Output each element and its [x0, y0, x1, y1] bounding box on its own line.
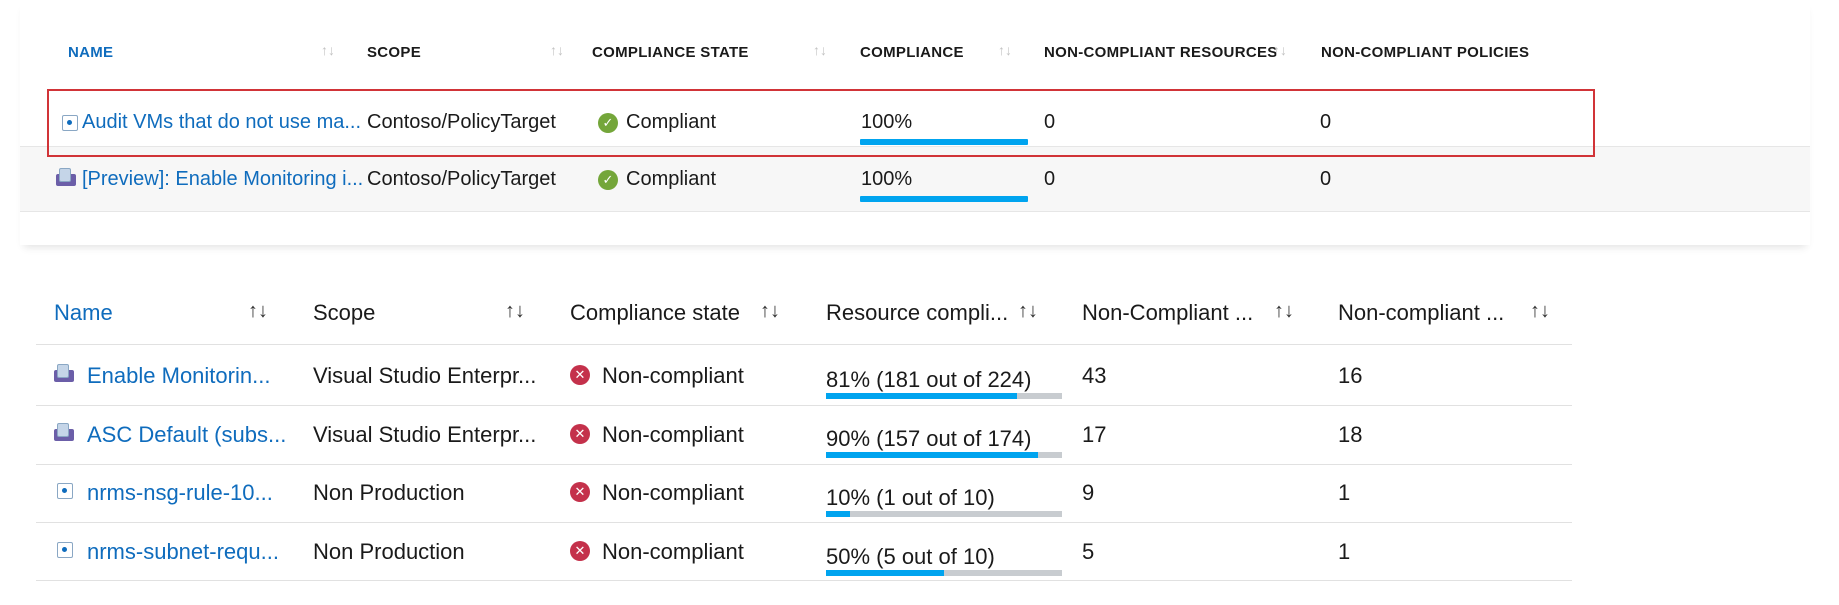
row-divider	[36, 464, 1572, 465]
new-row-non-compliant-resources: 17	[1082, 422, 1107, 447]
selected-row-highlight	[47, 89, 1595, 157]
initiative-icon	[56, 168, 76, 188]
old-sort-resources-icon[interactable]: ↑↓	[1273, 42, 1287, 58]
new-sort-state-icon[interactable]: ↑↓	[760, 300, 780, 322]
new-row-non-compliant-policies: 16	[1338, 363, 1363, 388]
old-row-non-compliant-resources: 0	[1044, 111, 1056, 133]
old-row-state: Compliant	[626, 168, 717, 190]
new-compliance-bar-fill	[826, 393, 1018, 399]
new-header-non-compliant-policies[interactable]: Non-compliant ...	[1338, 300, 1505, 325]
old-header-compliance[interactable]: COMPLIANCE	[860, 44, 964, 61]
new-compliance-bar	[826, 452, 1062, 458]
old-header-name[interactable]: NAME	[68, 44, 114, 61]
new-row-compliance: 50% (5 out of 10)	[826, 544, 995, 569]
old-row-non-compliant-policies: 0	[1320, 168, 1332, 190]
old-header-non-compliant-policies[interactable]: NON-COMPLIANT POLICIES	[1321, 44, 1530, 61]
check-circle-icon: ✓	[598, 170, 618, 190]
old-row-name-link[interactable]: Audit VMs that do not use ma...	[82, 111, 362, 133]
new-row-scope: Non Production	[313, 539, 465, 564]
new-row-state: Non-compliant	[602, 539, 744, 564]
new-row-compliance: 81% (181 out of 224)	[826, 367, 1032, 392]
old-sort-scope-icon[interactable]: ↑↓	[550, 42, 564, 58]
new-row-compliance: 10% (1 out of 10)	[826, 485, 995, 510]
old-table-row[interactable]: [Preview]: Enable Monitoring i... Contos…	[20, 146, 1810, 212]
header-divider	[36, 344, 1572, 345]
initiative-icon	[54, 364, 74, 384]
policy-definition-icon	[57, 542, 73, 558]
new-sort-policies-icon[interactable]: ↑↓	[1530, 300, 1550, 322]
old-row-scope: Contoso/PolicyTarget	[367, 168, 556, 190]
policy-definition-icon	[57, 483, 73, 499]
error-circle-icon: ✕	[570, 541, 590, 561]
old-header-scope[interactable]: SCOPE	[367, 44, 422, 61]
old-compliance-bar	[860, 196, 1028, 202]
new-compliance-bar-fill	[826, 452, 1039, 458]
old-sort-name-icon[interactable]: ↑↓	[321, 42, 335, 58]
error-circle-icon: ✕	[570, 482, 590, 502]
new-row-non-compliant-policies: 18	[1338, 422, 1363, 447]
new-row-name-link[interactable]: nrms-subnet-requ...	[87, 539, 279, 564]
new-sort-resources-icon[interactable]: ↑↓	[1274, 300, 1294, 322]
new-compliance-bar	[826, 570, 1062, 576]
new-compliance-bar	[826, 393, 1062, 399]
new-row-state: Non-compliant	[602, 363, 744, 388]
new-header-compliance-state[interactable]: Compliance state	[570, 300, 740, 325]
new-row-name-link[interactable]: Enable Monitorin...	[87, 363, 271, 388]
new-compliance-bar	[826, 511, 1062, 517]
old-sort-state-icon[interactable]: ↑↓	[813, 42, 827, 58]
old-row-compliance: 100%	[861, 168, 913, 190]
old-table-row[interactable]: Audit VMs that do not use ma... Contoso/…	[20, 90, 1810, 156]
old-row-non-compliant-policies: 0	[1320, 111, 1332, 133]
new-row-non-compliant-resources: 43	[1082, 363, 1107, 388]
new-row-name-link[interactable]: ASC Default (subs...	[87, 422, 287, 447]
new-sort-scope-icon[interactable]: ↑↓	[505, 300, 525, 322]
new-header-resource-compliance[interactable]: Resource compli...	[826, 300, 1009, 325]
old-row-state: Compliant	[626, 111, 717, 133]
new-row-non-compliant-policies: 1	[1338, 539, 1351, 564]
old-row-scope: Contoso/PolicyTarget	[367, 111, 556, 133]
new-sort-name-icon[interactable]: ↑↓	[248, 300, 268, 322]
new-row-scope: Visual Studio Enterpr...	[313, 363, 537, 388]
old-sort-compliance-icon[interactable]: ↑↓	[998, 42, 1012, 58]
error-circle-icon: ✕	[570, 365, 590, 385]
old-compliance-bar	[860, 139, 1028, 145]
new-compliance-bar-fill	[826, 511, 850, 517]
new-row-name-link[interactable]: nrms-nsg-rule-10...	[87, 480, 273, 505]
new-sort-compliance-icon[interactable]: ↑↓	[1018, 300, 1038, 322]
old-compliance-table: NAME ↑↓ SCOPE ↑↓ COMPLIANCE STATE ↑↓ COM…	[20, 0, 1810, 245]
old-row-non-compliant-resources: 0	[1044, 168, 1056, 190]
new-row-state: Non-compliant	[602, 422, 744, 447]
old-row-name-link[interactable]: [Preview]: Enable Monitoring i...	[82, 168, 364, 190]
new-row-compliance: 90% (157 out of 174)	[826, 426, 1032, 451]
old-row-compliance: 100%	[861, 111, 913, 133]
error-circle-icon: ✕	[570, 424, 590, 444]
new-header-scope[interactable]: Scope	[313, 300, 376, 325]
new-row-state: Non-compliant	[602, 480, 744, 505]
new-header-name[interactable]: Name	[54, 300, 113, 325]
new-row-non-compliant-resources: 9	[1082, 480, 1095, 505]
row-divider	[36, 522, 1572, 523]
new-row-scope: Non Production	[313, 480, 465, 505]
new-row-non-compliant-policies: 1	[1338, 480, 1351, 505]
new-compliance-bar-fill	[826, 570, 944, 576]
initiative-icon	[54, 423, 74, 443]
new-row-scope: Visual Studio Enterpr...	[313, 422, 537, 447]
policy-definition-icon	[62, 115, 78, 131]
new-row-non-compliant-resources: 5	[1082, 539, 1095, 564]
old-header-non-compliant-resources[interactable]: NON-COMPLIANT RESOURCES	[1044, 44, 1278, 61]
new-header-non-compliant-resources[interactable]: Non-Compliant ...	[1082, 300, 1254, 325]
check-circle-icon: ✓	[598, 113, 618, 133]
old-header-compliance-state[interactable]: COMPLIANCE STATE	[592, 44, 749, 61]
row-divider	[36, 580, 1572, 581]
row-divider	[36, 405, 1572, 406]
